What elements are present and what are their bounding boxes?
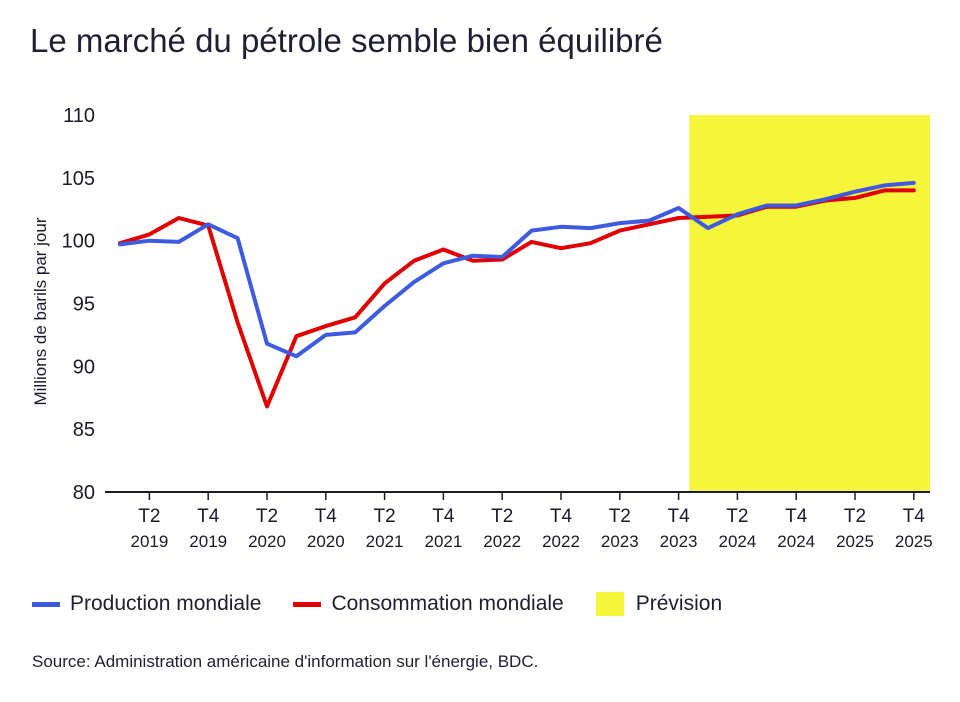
x-tick-label-quarter: T4	[668, 506, 691, 527]
y-tick-label: 105	[62, 168, 95, 190]
chart-plot: 80 85 90 95 100 105 110 T2 2019 T4 2019 T2 2020 T4 20…	[31, 105, 933, 551]
chart-title: Le marché du pétrole semble bien équilib…	[30, 22, 663, 59]
x-tick-label-year: 2022	[483, 532, 521, 551]
x-tick-label-quarter: T4	[315, 506, 338, 527]
legend-item-prevision: Prévision	[595, 592, 723, 616]
x-tick-label-year: 2025	[836, 532, 874, 551]
x-tick-label-year: 2023	[601, 532, 639, 551]
y-axis-label: Millions de barils par jour	[31, 217, 50, 405]
legend-label-prevision: Prévision	[635, 592, 723, 615]
x-tick-label-year: 2019	[130, 532, 168, 551]
y-tick-label: 110	[63, 105, 95, 127]
y-tick-label: 100	[62, 231, 95, 253]
y-tick-label: 80	[73, 482, 95, 504]
y-tick-label: 85	[73, 419, 95, 441]
forecast-region	[689, 115, 930, 492]
x-tick-label-year: 2020	[307, 532, 345, 551]
x-tick-label-year: 2021	[366, 532, 404, 551]
x-tick-label-quarter: T2	[491, 506, 513, 527]
x-tick-label-year: 2025	[895, 532, 933, 551]
x-tick-label-quarter: T2	[844, 506, 866, 527]
x-tick-label-quarter: T2	[256, 506, 278, 527]
x-tick-label-quarter: T2	[138, 506, 160, 527]
source-note: Source: Administration américaine d'info…	[32, 652, 539, 671]
legend-swatch-prevision	[595, 592, 624, 616]
legend-item-consommation: Consommation mondiale	[293, 592, 564, 616]
x-tick-label-quarter: T2	[726, 506, 748, 527]
chart-legend: Production mondiale Consommation mondial…	[32, 592, 754, 616]
x-tick-label-year: 2024	[718, 532, 756, 551]
x-tick-label-quarter: T4	[432, 506, 455, 527]
y-tick-label: 90	[73, 356, 95, 378]
x-tick-label-year: 2019	[189, 532, 227, 551]
legend-label-production: Production mondiale	[70, 592, 262, 615]
legend-label-consommation: Consommation mondiale	[331, 592, 564, 615]
x-tick-label-year: 2023	[660, 532, 698, 551]
x-tick-label-quarter: T4	[197, 506, 220, 527]
legend-item-production: Production mondiale	[32, 592, 261, 616]
series-line-production	[118, 180, 916, 359]
x-tick-label-quarter: T4	[785, 506, 808, 527]
x-tick-label-year: 2021	[424, 532, 462, 551]
x-tick-label-quarter: T2	[609, 506, 631, 527]
x-tick-label-quarter: T4	[550, 506, 573, 527]
x-tick-label-year: 2024	[777, 532, 815, 551]
y-tick-label: 95	[73, 294, 95, 316]
x-tick-label-year: 2020	[248, 532, 286, 551]
x-tick-label-year: 2022	[542, 532, 580, 551]
x-tick-label-quarter: T2	[374, 506, 396, 527]
x-tick-label-quarter: T4	[903, 506, 926, 527]
legend-swatch-consommation	[293, 601, 322, 607]
legend-swatch-production	[32, 601, 60, 607]
